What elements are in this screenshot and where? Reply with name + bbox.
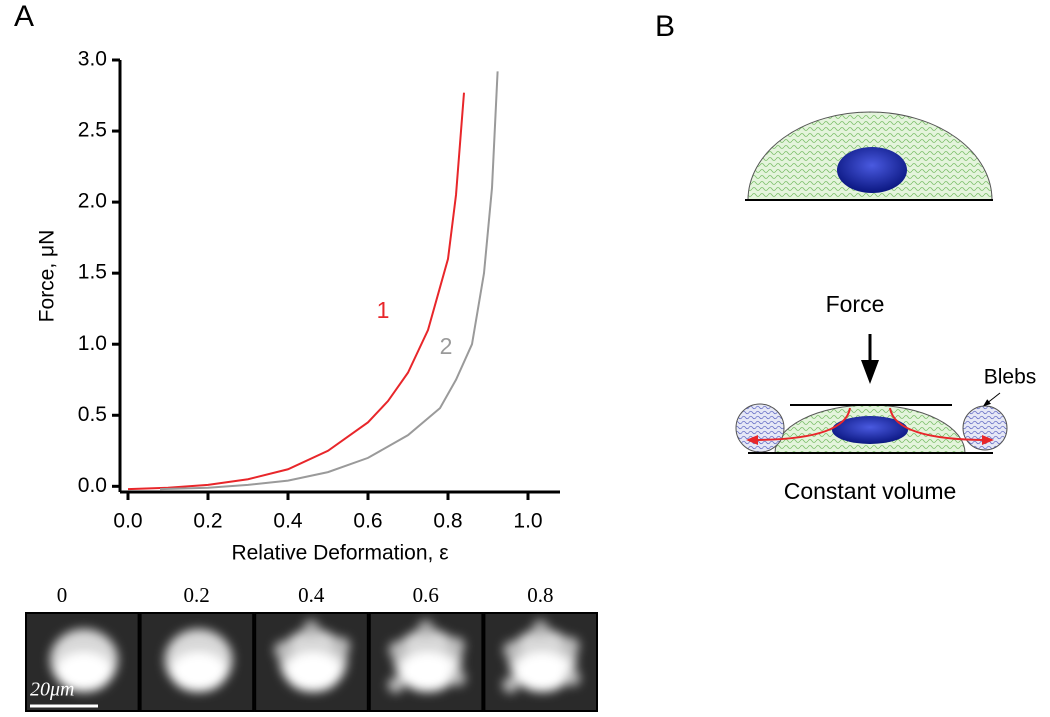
frame-label: 0.4 (298, 583, 325, 607)
y-tick-label: 0.0 (78, 474, 107, 497)
x-axis-label: Relative Deformation, ε (231, 542, 448, 565)
cell-image (274, 620, 351, 692)
x-tick-label: 0.2 (193, 510, 222, 533)
frame-label: 0.2 (183, 583, 209, 607)
series-label: 1 (377, 297, 390, 323)
panel-label: B (655, 10, 675, 43)
bleb-glow (502, 677, 519, 693)
line-chart: 0.0 0.5 1.0 1.5 2.0 2.5 3.0 0.0 0.2 0.4 0.6 0.8 1.0 R… (36, 48, 560, 565)
y-tick-label: 0.5 (78, 403, 107, 426)
y-tick-label: 1.5 (78, 261, 107, 284)
bleb-glow (532, 620, 549, 636)
x-tick-label: 0.4 (273, 510, 303, 533)
bleb-glow (564, 670, 581, 686)
y-tick-label: 2.5 (78, 119, 107, 142)
cell-core (514, 652, 571, 692)
scale-bar-label: 20μm (30, 679, 74, 701)
bleb-glow (446, 637, 465, 655)
x-tick-label: 0.8 (433, 510, 462, 533)
caption: Constant volume (784, 478, 957, 504)
frame-label: 0.6 (413, 583, 439, 607)
cell-image (387, 620, 466, 693)
cell-image (50, 629, 118, 692)
cell-image (502, 620, 581, 693)
bleb (962, 405, 1008, 451)
image-strip (25, 612, 598, 712)
bleb-glow (417, 620, 434, 636)
cell-core (285, 652, 342, 692)
y-tick-label: 1.0 (78, 332, 107, 355)
x-tick-label: 0.6 (353, 510, 382, 533)
x-tick-label: 1.0 (513, 510, 542, 533)
flow-arrow (746, 407, 851, 445)
bleb-glow (387, 677, 404, 693)
bleb-glow (503, 641, 522, 659)
y-tick-label: 2.0 (78, 190, 107, 213)
y-axis-label: Force, μN (36, 230, 59, 323)
blebs-label: Blebs (984, 366, 1037, 389)
bleb (735, 403, 785, 453)
flow-arrow (889, 407, 994, 445)
cell-core (56, 652, 112, 692)
frame-label: 0 (57, 583, 68, 607)
panel-label: A (14, 0, 34, 33)
bleb-glow (332, 637, 351, 655)
pointer (982, 392, 1001, 407)
nucleus (832, 416, 908, 444)
data-line (159, 71, 499, 491)
x-tick-label: 0.0 (113, 510, 142, 533)
series-label: 2 (440, 333, 453, 359)
cell-image (164, 629, 233, 692)
bleb-glow (274, 641, 293, 659)
frame-label: 0.8 (527, 583, 553, 607)
nucleus (837, 147, 907, 193)
force-label: Force (826, 291, 885, 317)
diagram (735, 111, 1008, 454)
bleb-glow (561, 637, 580, 655)
bleb-glow (303, 620, 320, 636)
data-line (127, 92, 465, 491)
cell-core (170, 652, 227, 692)
y-tick-label: 3.0 (78, 48, 107, 71)
bleb-glow (449, 670, 466, 686)
bleb-glow (388, 641, 407, 659)
cell-core (399, 652, 456, 692)
